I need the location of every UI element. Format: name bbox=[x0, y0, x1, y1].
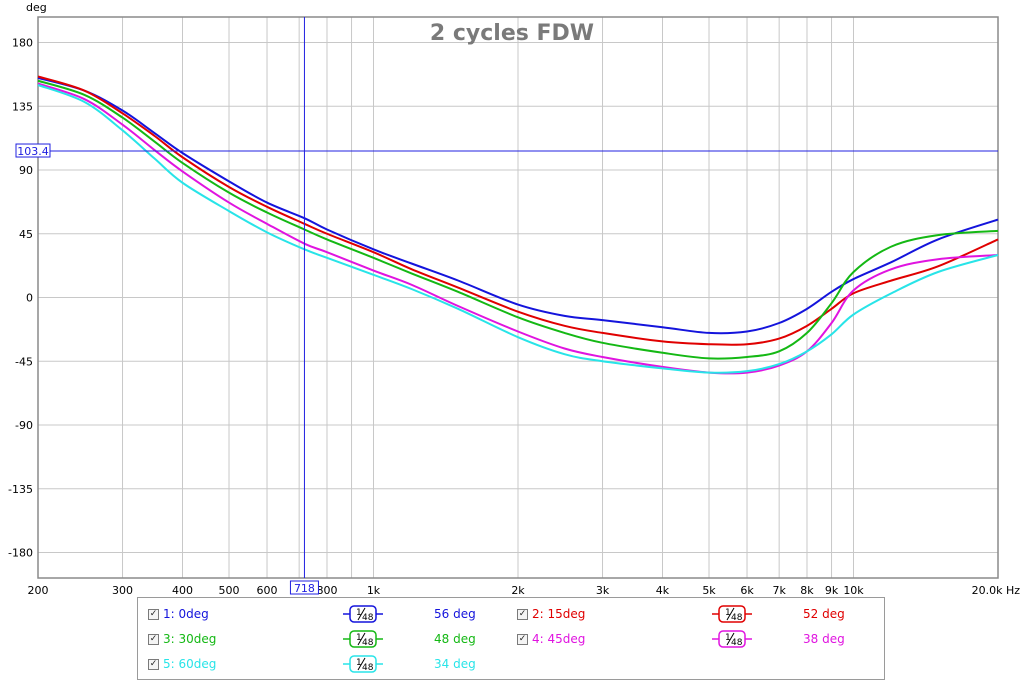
svg-text:1: 1 bbox=[356, 608, 362, 618]
svg-text:1: 1 bbox=[356, 658, 362, 668]
cursor-y-readout: 103.4 bbox=[17, 145, 49, 158]
plot-border bbox=[37, 16, 999, 579]
series-checkbox-1[interactable]: ✓ bbox=[148, 608, 159, 620]
cursor-value-1: 56 deg bbox=[434, 607, 476, 621]
x-tick-label: 200 bbox=[28, 584, 49, 597]
legend-label-5: 5: 60deg bbox=[163, 657, 217, 671]
x-tick-label: 2k bbox=[511, 584, 525, 597]
cursor-layer: 103.4 718 bbox=[15, 17, 998, 595]
series-layer bbox=[37, 75, 999, 375]
y-tick-label: -135 bbox=[8, 483, 33, 496]
series-line-3 bbox=[37, 79, 999, 360]
cursor-x-box bbox=[289, 580, 319, 595]
smoothing-button-3[interactable]: 1 48 bbox=[343, 630, 383, 648]
grid bbox=[38, 17, 998, 578]
cursor-value-2: 52 deg bbox=[803, 607, 845, 621]
phase-chart: 180 135 90 45 0 -45 -90 -135 -180 200 300 400 500 600… bbox=[8, 1, 1021, 597]
series-checkbox-3[interactable]: ✓ bbox=[148, 633, 159, 645]
x-tick-label: 20.0k Hz bbox=[972, 584, 1021, 597]
legend-label-1: 1: 0deg bbox=[163, 607, 209, 621]
y-tick-label: -90 bbox=[15, 419, 33, 432]
y-tick-label: 180 bbox=[12, 37, 33, 50]
y-tick-label: -45 bbox=[15, 355, 33, 368]
svg-text:48: 48 bbox=[362, 638, 374, 648]
smoothing-button-1[interactable]: 1 48 bbox=[343, 605, 383, 623]
x-tick-label: 500 bbox=[219, 584, 240, 597]
svg-text:1: 1 bbox=[356, 633, 362, 643]
axes: 180 135 90 45 0 -45 -90 -135 -180 200 300 400 500 600… bbox=[8, 16, 1021, 597]
x-tick-label: 600 bbox=[257, 584, 278, 597]
x-tick-label: 800 bbox=[316, 584, 337, 597]
chart-title: 2 cycles FDW bbox=[430, 21, 594, 46]
smoothing-button-4[interactable]: 1 48 bbox=[712, 630, 752, 648]
y-tick-label: 0 bbox=[26, 292, 33, 305]
y-axis-label: deg bbox=[26, 1, 47, 14]
legend: ✓ 1: 0deg 1 48 56 deg ✓ 2: 15deg 1 48 52 deg ✓ 3: 3… bbox=[137, 597, 885, 680]
x-tick-label: 8k bbox=[800, 584, 814, 597]
y-tick-label: 135 bbox=[12, 100, 33, 113]
smoothing-button-5[interactable]: 1 48 bbox=[343, 655, 383, 673]
svg-text:1: 1 bbox=[725, 633, 731, 643]
cursor-value-4: 38 deg bbox=[803, 632, 845, 646]
x-tick-label: 400 bbox=[172, 584, 193, 597]
svg-text:1: 1 bbox=[725, 608, 731, 618]
svg-text:48: 48 bbox=[731, 638, 743, 648]
legend-label-2: 2: 15deg bbox=[532, 607, 586, 621]
legend-item-2: ✓ 2: 15deg bbox=[517, 605, 585, 623]
series-line-4 bbox=[37, 82, 999, 375]
series-line-1 bbox=[37, 76, 999, 335]
legend-item-4: ✓ 4: 45deg bbox=[517, 630, 585, 648]
cursor-value-5: 34 deg bbox=[434, 657, 476, 671]
x-tick-label: 7k bbox=[772, 584, 786, 597]
series-checkbox-2[interactable]: ✓ bbox=[517, 608, 528, 620]
series-checkbox-5[interactable]: ✓ bbox=[148, 658, 159, 670]
cursor-y-box bbox=[15, 143, 51, 158]
y-tick-label: 45 bbox=[19, 228, 33, 241]
svg-text:48: 48 bbox=[362, 663, 374, 673]
y-tick-label: -180 bbox=[8, 547, 33, 560]
y-tick-label: 90 bbox=[19, 164, 33, 177]
svg-text:48: 48 bbox=[731, 613, 743, 623]
svg-text:48: 48 bbox=[362, 613, 374, 623]
legend-label-4: 4: 45deg bbox=[532, 632, 586, 646]
x-tick-label: 3k bbox=[596, 584, 610, 597]
x-tick-label: 9k bbox=[825, 584, 839, 597]
legend-item-5: ✓ 5: 60deg bbox=[148, 655, 216, 673]
series-checkbox-4[interactable]: ✓ bbox=[517, 633, 528, 645]
x-tick-label: 1k bbox=[367, 584, 381, 597]
legend-item-1: ✓ 1: 0deg bbox=[148, 605, 209, 623]
smoothing-button-2[interactable]: 1 48 bbox=[712, 605, 752, 623]
cursor-x-readout: 718 bbox=[294, 582, 315, 595]
series-line-5 bbox=[37, 84, 999, 374]
x-tick-label: 300 bbox=[112, 584, 133, 597]
legend-item-3: ✓ 3: 30deg bbox=[148, 630, 216, 648]
x-tick-label: 4k bbox=[656, 584, 670, 597]
x-tick-label: 10k bbox=[843, 584, 864, 597]
x-tick-label: 6k bbox=[740, 584, 754, 597]
x-tick-label: 5k bbox=[702, 584, 716, 597]
series-line-2 bbox=[37, 75, 999, 346]
legend-label-3: 3: 30deg bbox=[163, 632, 217, 646]
cursor-value-3: 48 deg bbox=[434, 632, 476, 646]
